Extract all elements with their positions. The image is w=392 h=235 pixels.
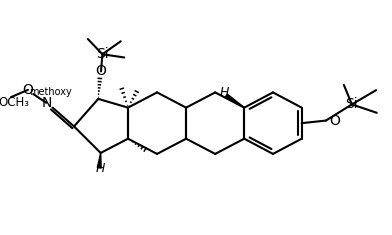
Text: methoxy: methoxy bbox=[29, 87, 72, 98]
Text: O: O bbox=[96, 64, 107, 78]
Text: H: H bbox=[96, 162, 105, 175]
Text: Si: Si bbox=[96, 47, 109, 61]
Text: O: O bbox=[23, 83, 33, 97]
Text: N: N bbox=[41, 96, 51, 110]
Polygon shape bbox=[225, 94, 244, 108]
Text: O: O bbox=[329, 114, 340, 128]
Text: H: H bbox=[220, 86, 229, 99]
Text: OCH₃: OCH₃ bbox=[0, 96, 29, 109]
Polygon shape bbox=[97, 153, 101, 168]
Text: Si: Si bbox=[345, 97, 358, 111]
